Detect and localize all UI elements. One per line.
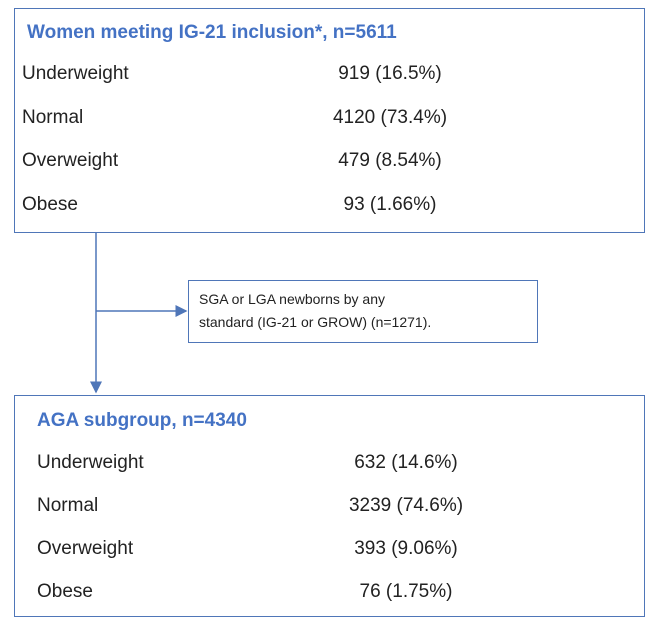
row-label: Underweight (22, 63, 129, 84)
row-value: 479 (8.54%) (338, 150, 442, 171)
row-label: Normal (37, 495, 99, 516)
row-value: 76 (1.75%) (359, 581, 453, 602)
row-value: 4120 (73.4%) (332, 106, 448, 128)
box-title: Women meeting IG-21 inclusion*, n=5611 (27, 22, 397, 43)
row-value: 3239 (74.6%) (348, 495, 464, 516)
row-label: Overweight (37, 538, 134, 559)
row-label: Overweight (22, 150, 119, 171)
row-label: Obese (22, 193, 78, 215)
row-label: Underweight (37, 452, 144, 473)
exclusion-box: SGA or LGA newborns by any standard (IG-… (188, 280, 538, 343)
row-value: 93 (1.66%) (343, 193, 437, 215)
row-value: 393 (9.06%) (354, 538, 458, 559)
row-value: 632 (14.6%) (354, 452, 458, 473)
exclusion-text: SGA or LGA newborns by any (199, 291, 385, 307)
row-label: Obese (37, 581, 93, 602)
inclusion-box: Women meeting IG-21 inclusion*, n=5611 U… (14, 8, 645, 233)
box-title: AGA subgroup, n=4340 (37, 410, 247, 431)
row-value: 919 (16.5%) (338, 63, 442, 84)
row-label: Normal (22, 106, 84, 128)
subgroup-box: AGA subgroup, n=4340 Underweight 632 (14.… (14, 395, 645, 617)
exclusion-text: standard (IG-21 or GROW) (n=1271). (199, 314, 432, 330)
